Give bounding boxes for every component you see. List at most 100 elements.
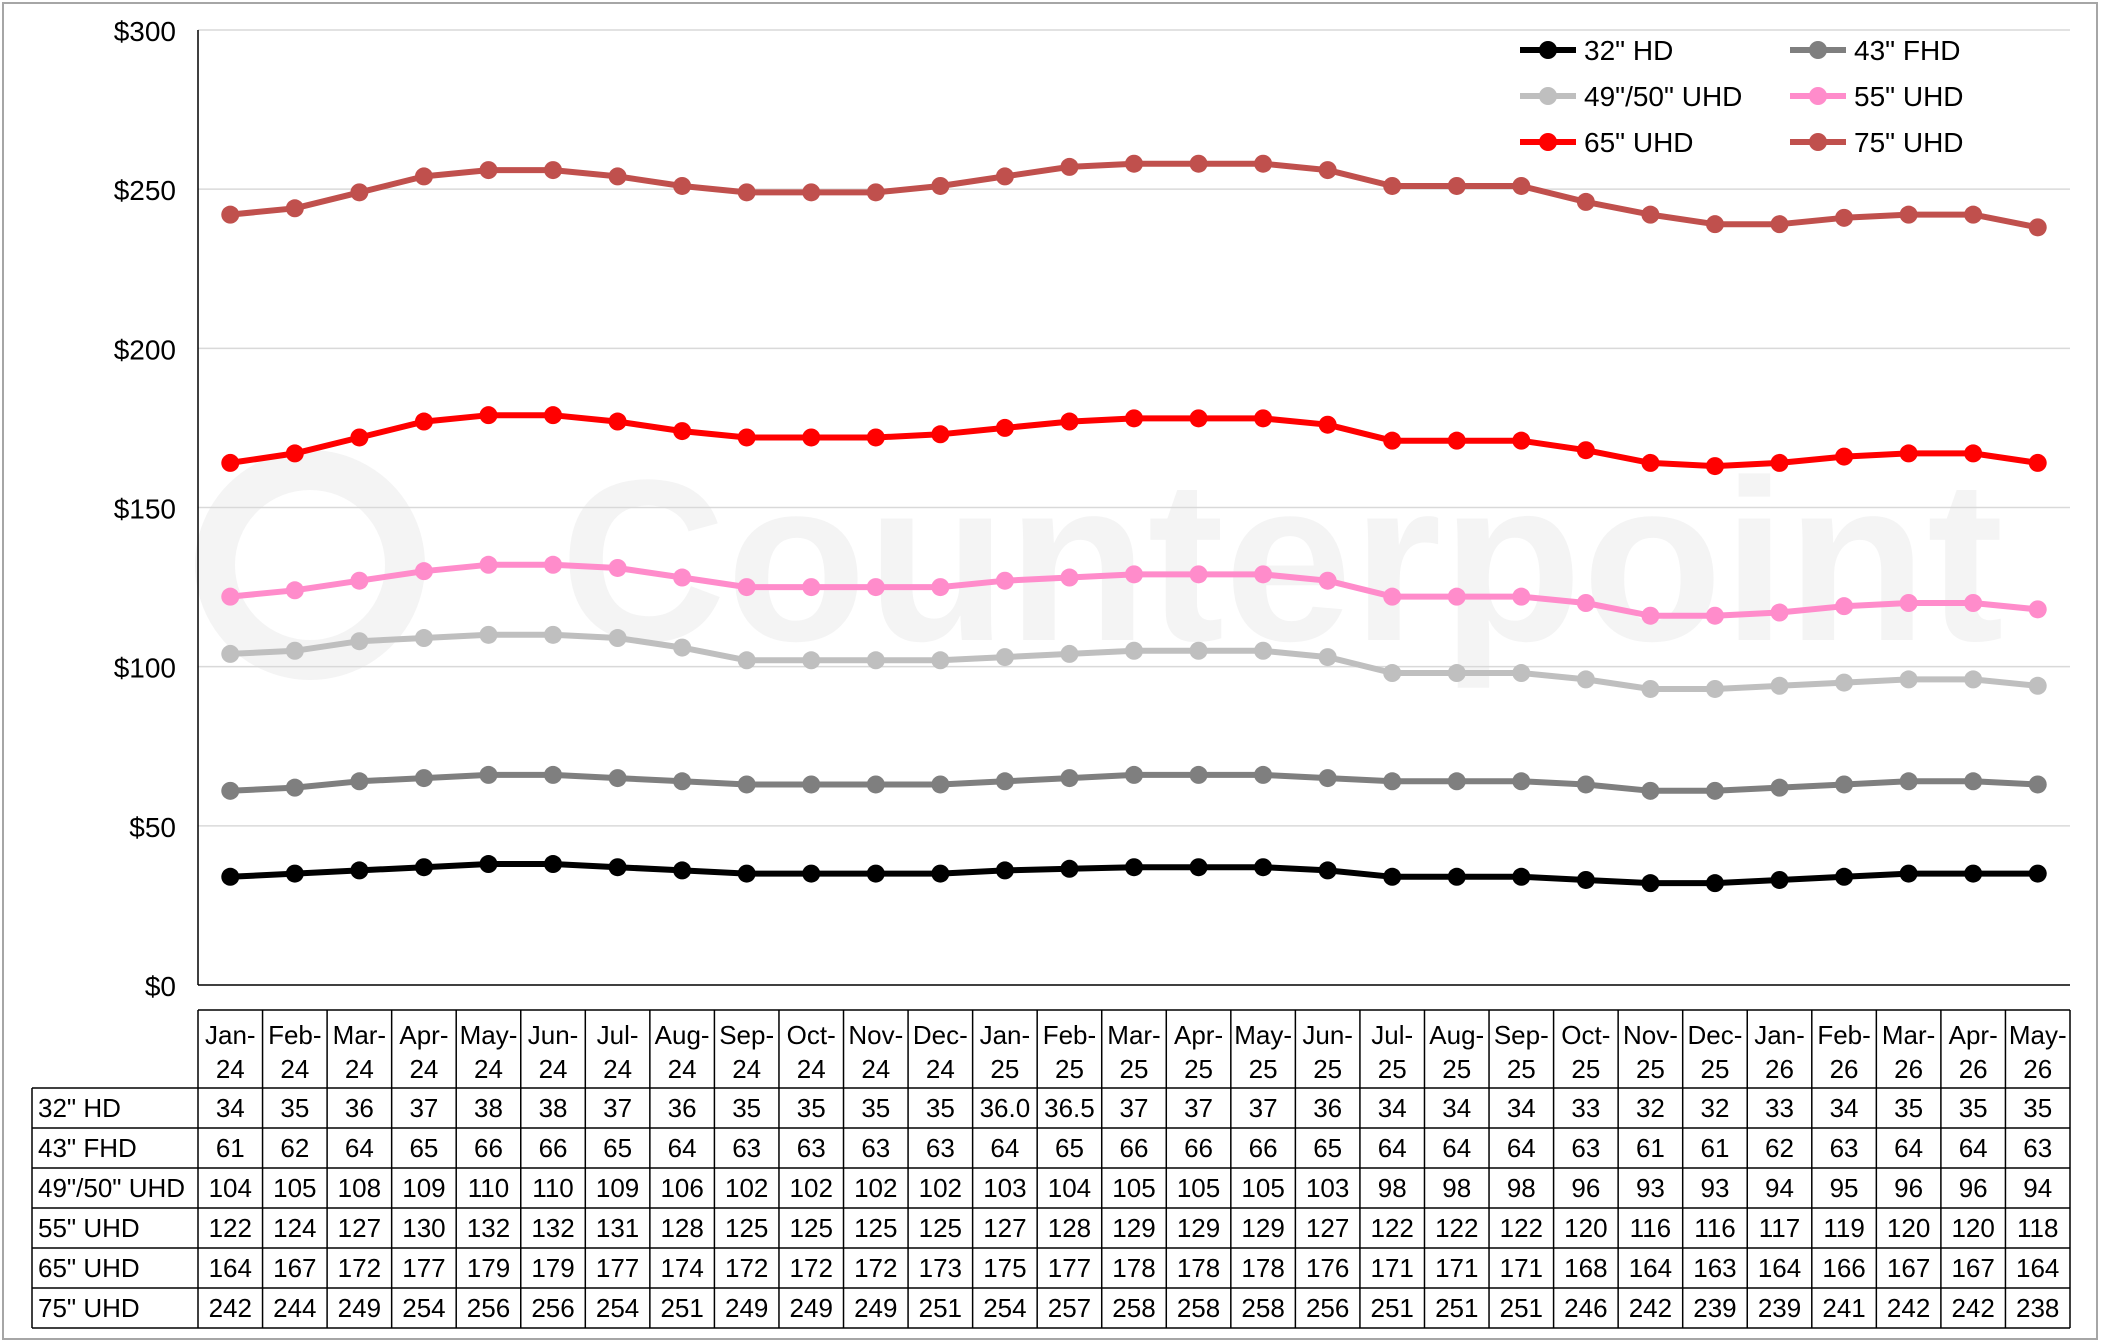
- data-point: [1512, 867, 1531, 886]
- data-point: [1770, 870, 1789, 889]
- data-point: [1318, 648, 1337, 667]
- data-point: [931, 176, 950, 195]
- x-tick-label: 25: [1184, 1054, 1213, 1084]
- data-point: [995, 167, 1014, 186]
- table-cell: 37: [1184, 1093, 1213, 1123]
- data-point: [931, 864, 950, 883]
- data-point: [479, 555, 498, 574]
- data-point: [995, 648, 1014, 667]
- data-point: [673, 638, 692, 657]
- data-point: [737, 775, 756, 794]
- table-cell: 171: [1500, 1253, 1543, 1283]
- table-cell: 171: [1371, 1253, 1414, 1283]
- table-cell: 64: [345, 1133, 374, 1163]
- data-point: [414, 562, 433, 581]
- data-point: [479, 855, 498, 874]
- y-tick-label: $0: [145, 971, 176, 1002]
- legend-label: 75" UHD: [1854, 127, 1964, 158]
- table-cell: 256: [467, 1293, 510, 1323]
- table-cell: 251: [1435, 1293, 1478, 1323]
- data-point: [414, 629, 433, 648]
- data-point: [802, 183, 821, 202]
- x-tick-label: Dec-: [1688, 1020, 1743, 1050]
- table-cell: 122: [1371, 1213, 1414, 1243]
- legend-label: 32" HD: [1584, 35, 1673, 66]
- data-point: [1254, 765, 1273, 784]
- table-cell: 64: [668, 1133, 697, 1163]
- data-point: [544, 161, 563, 180]
- x-tick-label: Sep-: [719, 1020, 774, 1050]
- data-point: [931, 775, 950, 794]
- data-point: [1641, 874, 1660, 893]
- data-point: [866, 864, 885, 883]
- data-point: [1835, 775, 1854, 794]
- data-point: [608, 558, 627, 577]
- data-point: [1447, 176, 1466, 195]
- table-cell: 132: [531, 1213, 574, 1243]
- table-cell: 38: [474, 1093, 503, 1123]
- table-row-label: 32" HD: [38, 1093, 121, 1123]
- table-cell: 174: [660, 1253, 703, 1283]
- table-cell: 34: [1507, 1093, 1536, 1123]
- y-tick-label: $200: [114, 334, 176, 365]
- table-cell: 127: [1306, 1213, 1349, 1243]
- table-row-label: 65" UHD: [38, 1253, 140, 1283]
- legend-item: 49"/50" UHD: [1520, 81, 1742, 112]
- table-cell: 98: [1442, 1173, 1471, 1203]
- table-cell: 35: [732, 1093, 761, 1123]
- x-tick-label: Mar-: [333, 1020, 386, 1050]
- table-cell: 172: [338, 1253, 381, 1283]
- data-point: [1383, 587, 1402, 606]
- table-cell: 36.0: [980, 1093, 1031, 1123]
- data-point: [1189, 565, 1208, 584]
- table-cell: 33: [1765, 1093, 1794, 1123]
- table-cell: 244: [273, 1293, 316, 1323]
- table-cell: 63: [1830, 1133, 1859, 1163]
- data-point: [1060, 157, 1079, 176]
- data-point: [285, 778, 304, 797]
- legend-marker: [1809, 41, 1827, 59]
- data-point: [1705, 457, 1724, 476]
- data-point: [1705, 781, 1724, 800]
- data-point: [1641, 606, 1660, 625]
- table-cell: 239: [1758, 1293, 1801, 1323]
- table-cell: 171: [1435, 1253, 1478, 1283]
- data-point: [1512, 176, 1531, 195]
- table-cell: 258: [1177, 1293, 1220, 1323]
- table-cell: 257: [1048, 1293, 1091, 1323]
- legend-item: 32" HD: [1520, 35, 1673, 66]
- x-tick-label: Jul-: [597, 1020, 639, 1050]
- watermark-text: Counterpoint: [560, 432, 2004, 689]
- table-cell: 129: [1177, 1213, 1220, 1243]
- data-point: [1447, 664, 1466, 683]
- data-point: [1899, 670, 1918, 689]
- data-point: [1318, 571, 1337, 590]
- data-point: [1964, 864, 1983, 883]
- data-point: [1770, 453, 1789, 472]
- table-cell: 34: [216, 1093, 245, 1123]
- data-point: [995, 571, 1014, 590]
- table-cell: 116: [1630, 1213, 1671, 1243]
- table-cell: 96: [1959, 1173, 1988, 1203]
- x-tick-label: 25: [1313, 1054, 1342, 1084]
- table-cell: 63: [1571, 1133, 1600, 1163]
- data-point: [1447, 772, 1466, 791]
- data-point: [802, 578, 821, 597]
- table-cell: 164: [209, 1253, 252, 1283]
- table-cell: 132: [467, 1213, 510, 1243]
- x-tick-label: Aug-: [655, 1020, 710, 1050]
- table-cell: 65: [1055, 1133, 1084, 1163]
- data-point: [866, 775, 885, 794]
- legend-item: 55" UHD: [1790, 81, 1964, 112]
- data-point: [285, 199, 304, 218]
- table-cell: 125: [790, 1213, 833, 1243]
- data-point: [221, 587, 240, 606]
- table-cell: 128: [1048, 1213, 1091, 1243]
- data-point: [1447, 431, 1466, 450]
- x-tick-label: 26: [1765, 1054, 1794, 1084]
- x-tick-label: 24: [668, 1054, 697, 1084]
- data-point: [1964, 670, 1983, 689]
- table-row-label: 75" UHD: [38, 1293, 140, 1323]
- x-tick-label: Jan-: [1754, 1020, 1805, 1050]
- data-point: [414, 769, 433, 788]
